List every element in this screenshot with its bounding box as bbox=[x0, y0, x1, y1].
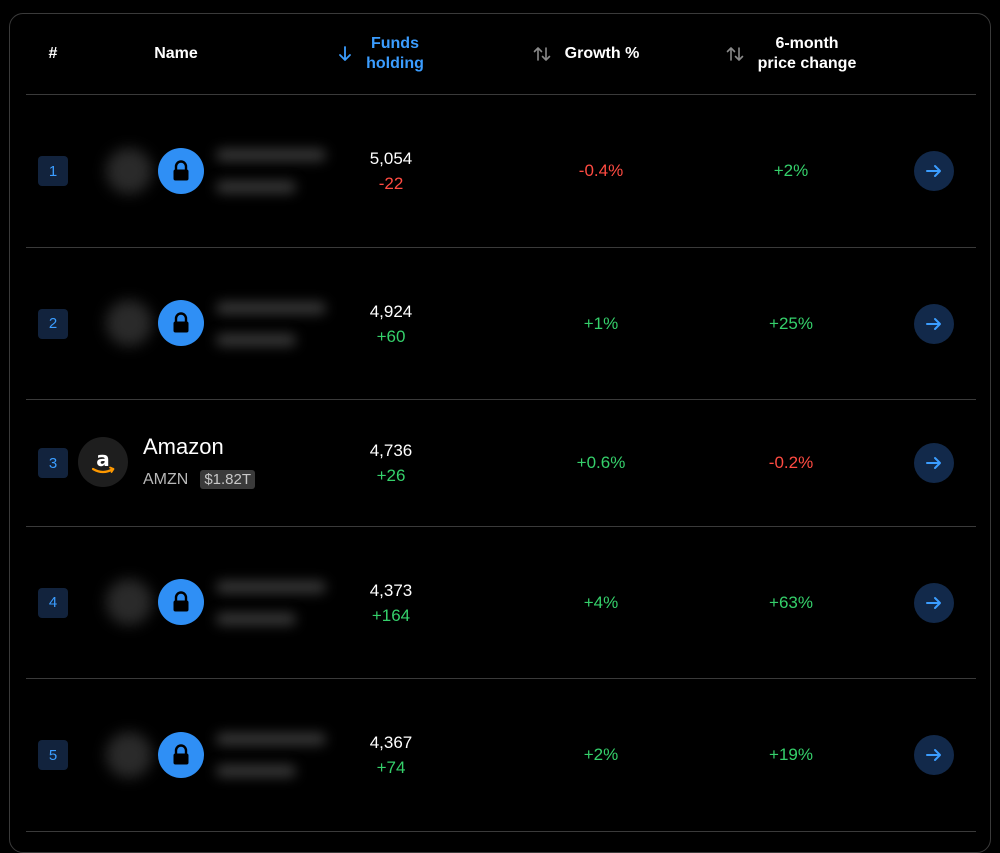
funds-change: +60 bbox=[376, 326, 406, 346]
arrow-right-icon bbox=[926, 317, 941, 330]
growth-value: +4% bbox=[583, 592, 619, 612]
lock-icon bbox=[173, 160, 189, 181]
funds-value: 4,924 bbox=[369, 301, 413, 321]
row-details-button[interactable] bbox=[914, 443, 954, 483]
funds-value: 4,373 bbox=[369, 580, 413, 600]
funds-holding-cell: 4,736 +26 bbox=[326, 400, 456, 526]
locked-name-cell bbox=[86, 527, 326, 678]
arrow-right-icon bbox=[926, 596, 941, 609]
arrow-right-icon bbox=[926, 457, 941, 469]
price-change-value: +19% bbox=[769, 745, 813, 764]
rank-badge: 2 bbox=[38, 308, 68, 339]
unlock-button[interactable] bbox=[158, 579, 204, 625]
table-row[interactable]: 5 4,367 +74 +2% +19% bbox=[26, 679, 976, 832]
lock-icon bbox=[173, 591, 189, 612]
blurred-ticker bbox=[216, 765, 296, 777]
funds-value: 4,736 bbox=[369, 441, 413, 460]
table-row[interactable]: 2 4,924 +60 +1% +25% bbox=[26, 248, 976, 400]
blurred-name bbox=[216, 149, 326, 161]
locked-name-cell bbox=[86, 95, 326, 247]
table-row[interactable]: 3 a Amazon AMZN $1.82T 4,736 +26 +0.6% -… bbox=[26, 400, 976, 527]
amazon-logo: a bbox=[78, 437, 128, 487]
blurred-ticker bbox=[216, 613, 296, 625]
blurred-ticker bbox=[216, 181, 296, 193]
funds-value: 4,367 bbox=[369, 733, 413, 752]
funds-holding-cell: 4,924 +60 bbox=[326, 248, 456, 399]
growth-value: +0.6% bbox=[576, 453, 626, 472]
unlock-button[interactable] bbox=[158, 732, 204, 778]
funds-holding-cell: 4,367 +74 bbox=[326, 679, 456, 831]
blurred-logo bbox=[106, 579, 152, 625]
table-row[interactable]: 1 5,054 -22 -0.4% +2% bbox=[26, 95, 976, 248]
blurred-ticker bbox=[216, 334, 296, 346]
header-funds-holding[interactable]: Funds holding bbox=[316, 14, 446, 94]
rank-badge: 3 bbox=[38, 448, 68, 478]
unlock-button[interactable] bbox=[158, 300, 204, 346]
arrow-right-icon bbox=[926, 749, 941, 761]
lock-icon bbox=[173, 312, 189, 333]
sort-updown-icon bbox=[533, 46, 551, 62]
unlock-button[interactable] bbox=[158, 148, 204, 194]
rank-badge: 1 bbox=[38, 156, 68, 186]
svg-text:a: a bbox=[96, 447, 110, 471]
price-change-value: -0.2% bbox=[768, 453, 814, 472]
header-name[interactable]: Name bbox=[154, 45, 198, 62]
row-details-button[interactable] bbox=[914, 151, 954, 191]
blurred-logo bbox=[106, 148, 152, 194]
blurred-logo bbox=[106, 300, 152, 346]
company-ticker: AMZN bbox=[143, 470, 189, 488]
funds-value: 5,054 bbox=[369, 149, 413, 168]
growth-value: +2% bbox=[583, 745, 619, 764]
blurred-name bbox=[216, 302, 326, 314]
blurred-logo bbox=[106, 732, 152, 778]
funds-change: +164 bbox=[371, 605, 411, 625]
market-cap-badge: $1.82T bbox=[200, 470, 256, 489]
table-row[interactable]: 4 4,373 +164 +4% +63% bbox=[26, 527, 976, 679]
funds-change: +74 bbox=[376, 758, 406, 777]
growth-value: -0.4% bbox=[578, 161, 624, 180]
company-name-cell[interactable]: a Amazon AMZN $1.82T bbox=[78, 400, 328, 526]
price-change-value: +63% bbox=[769, 592, 813, 612]
rank-badge: 5 bbox=[38, 740, 68, 770]
price-change-value: +25% bbox=[769, 313, 813, 333]
header-price-change[interactable]: 6-month price change bbox=[706, 14, 876, 94]
locked-name-cell bbox=[86, 248, 326, 399]
header-rank: # bbox=[48, 45, 58, 62]
table-header: # Name Funds holding Growth % 6-month pric… bbox=[26, 14, 976, 95]
company-meta: AMZN $1.82T bbox=[143, 470, 256, 489]
arrow-down-icon bbox=[338, 46, 352, 62]
blurred-name bbox=[216, 733, 326, 745]
funds-holding-cell: 4,373 +164 bbox=[326, 527, 456, 678]
rank-badge: 4 bbox=[38, 587, 68, 618]
row-details-button[interactable] bbox=[914, 303, 954, 344]
row-details-button[interactable] bbox=[914, 582, 954, 623]
funds-holding-cell: 5,054 -22 bbox=[326, 95, 456, 247]
growth-value: +1% bbox=[583, 313, 619, 333]
blurred-name bbox=[216, 581, 326, 593]
lock-icon bbox=[173, 744, 189, 765]
funds-change: +26 bbox=[376, 466, 406, 485]
funds-change: -22 bbox=[378, 174, 404, 193]
holdings-table: # Name Funds holding Growth % 6-month pric… bbox=[9, 13, 991, 853]
row-details-button[interactable] bbox=[914, 735, 954, 775]
arrow-right-icon bbox=[926, 165, 941, 177]
header-growth[interactable]: Growth % bbox=[516, 14, 656, 94]
sort-updown-icon bbox=[726, 46, 744, 62]
locked-name-cell bbox=[86, 679, 326, 831]
company-name: Amazon bbox=[143, 434, 224, 459]
price-change-value: +2% bbox=[773, 161, 809, 180]
